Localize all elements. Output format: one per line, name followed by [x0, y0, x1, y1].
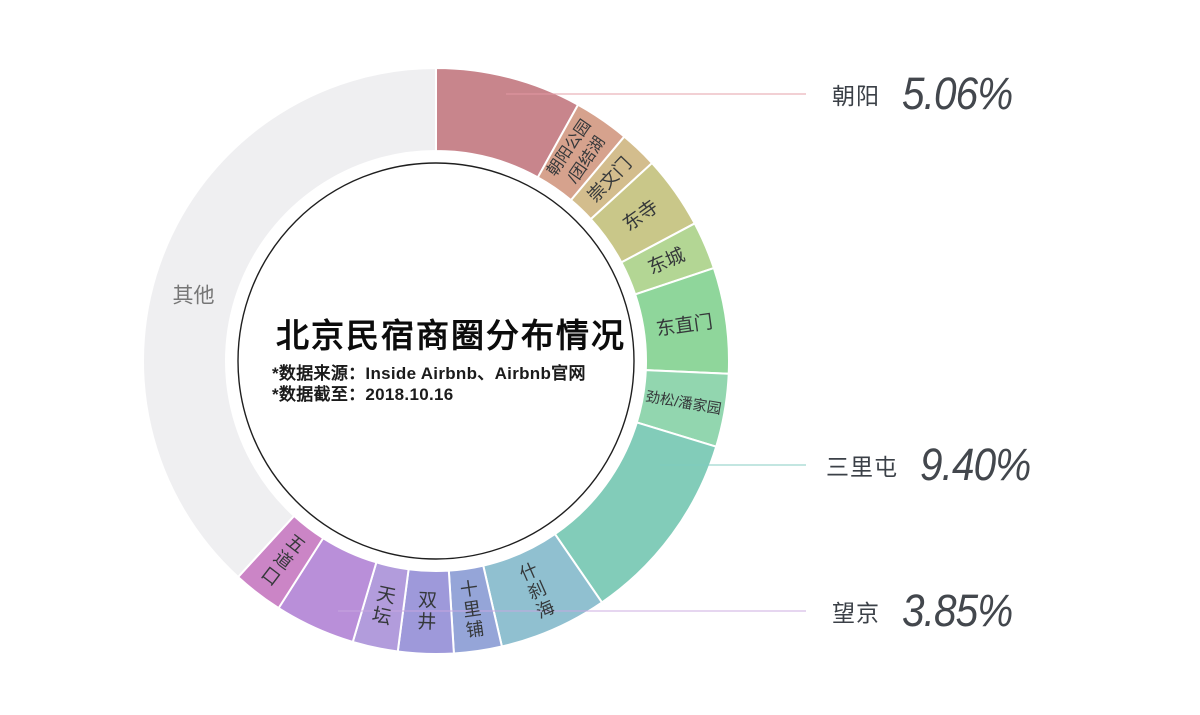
- segment-label: 天: [375, 584, 398, 608]
- callout-value: 3.85%: [902, 585, 1013, 636]
- source-note: *数据来源：Inside Airbnb、Airbnb官网: [272, 364, 586, 383]
- date-note: *数据截至：2018.10.16: [272, 384, 454, 404]
- chart-title: 北京民宿商圈分布情况: [276, 317, 626, 354]
- segment-label: 里: [462, 598, 483, 620]
- segment-label: 其他: [173, 285, 215, 308]
- callout-sanlitun: 三里屯 9.40%: [826, 439, 1043, 491]
- chart-notes: *数据来源：Inside Airbnb、Airbnb官网 *数据截至：2018.…: [246, 364, 656, 405]
- callout-value: 5.06%: [902, 68, 1013, 119]
- chart-center: 北京民宿商圈分布情况 *数据来源：Inside Airbnb、Airbnb官网 …: [246, 316, 656, 405]
- callout-label: 望京: [832, 600, 880, 626]
- segment-label: 十: [459, 578, 480, 600]
- segment-label: 双: [418, 590, 438, 612]
- inner-circle: [237, 162, 635, 560]
- callout-value: 9.40%: [920, 439, 1031, 490]
- callout-chaoyang: 朝阳 5.06%: [832, 68, 1025, 120]
- donut-segment[interactable]: [142, 67, 437, 579]
- segment-label: 坛: [370, 604, 393, 629]
- callout-wangjing: 望京 3.85%: [832, 585, 1025, 637]
- segment-label: 铺: [465, 619, 486, 641]
- segment-label: 井: [417, 611, 437, 634]
- callout-label: 三里屯: [826, 454, 898, 480]
- callout-label: 朝阳: [832, 83, 880, 109]
